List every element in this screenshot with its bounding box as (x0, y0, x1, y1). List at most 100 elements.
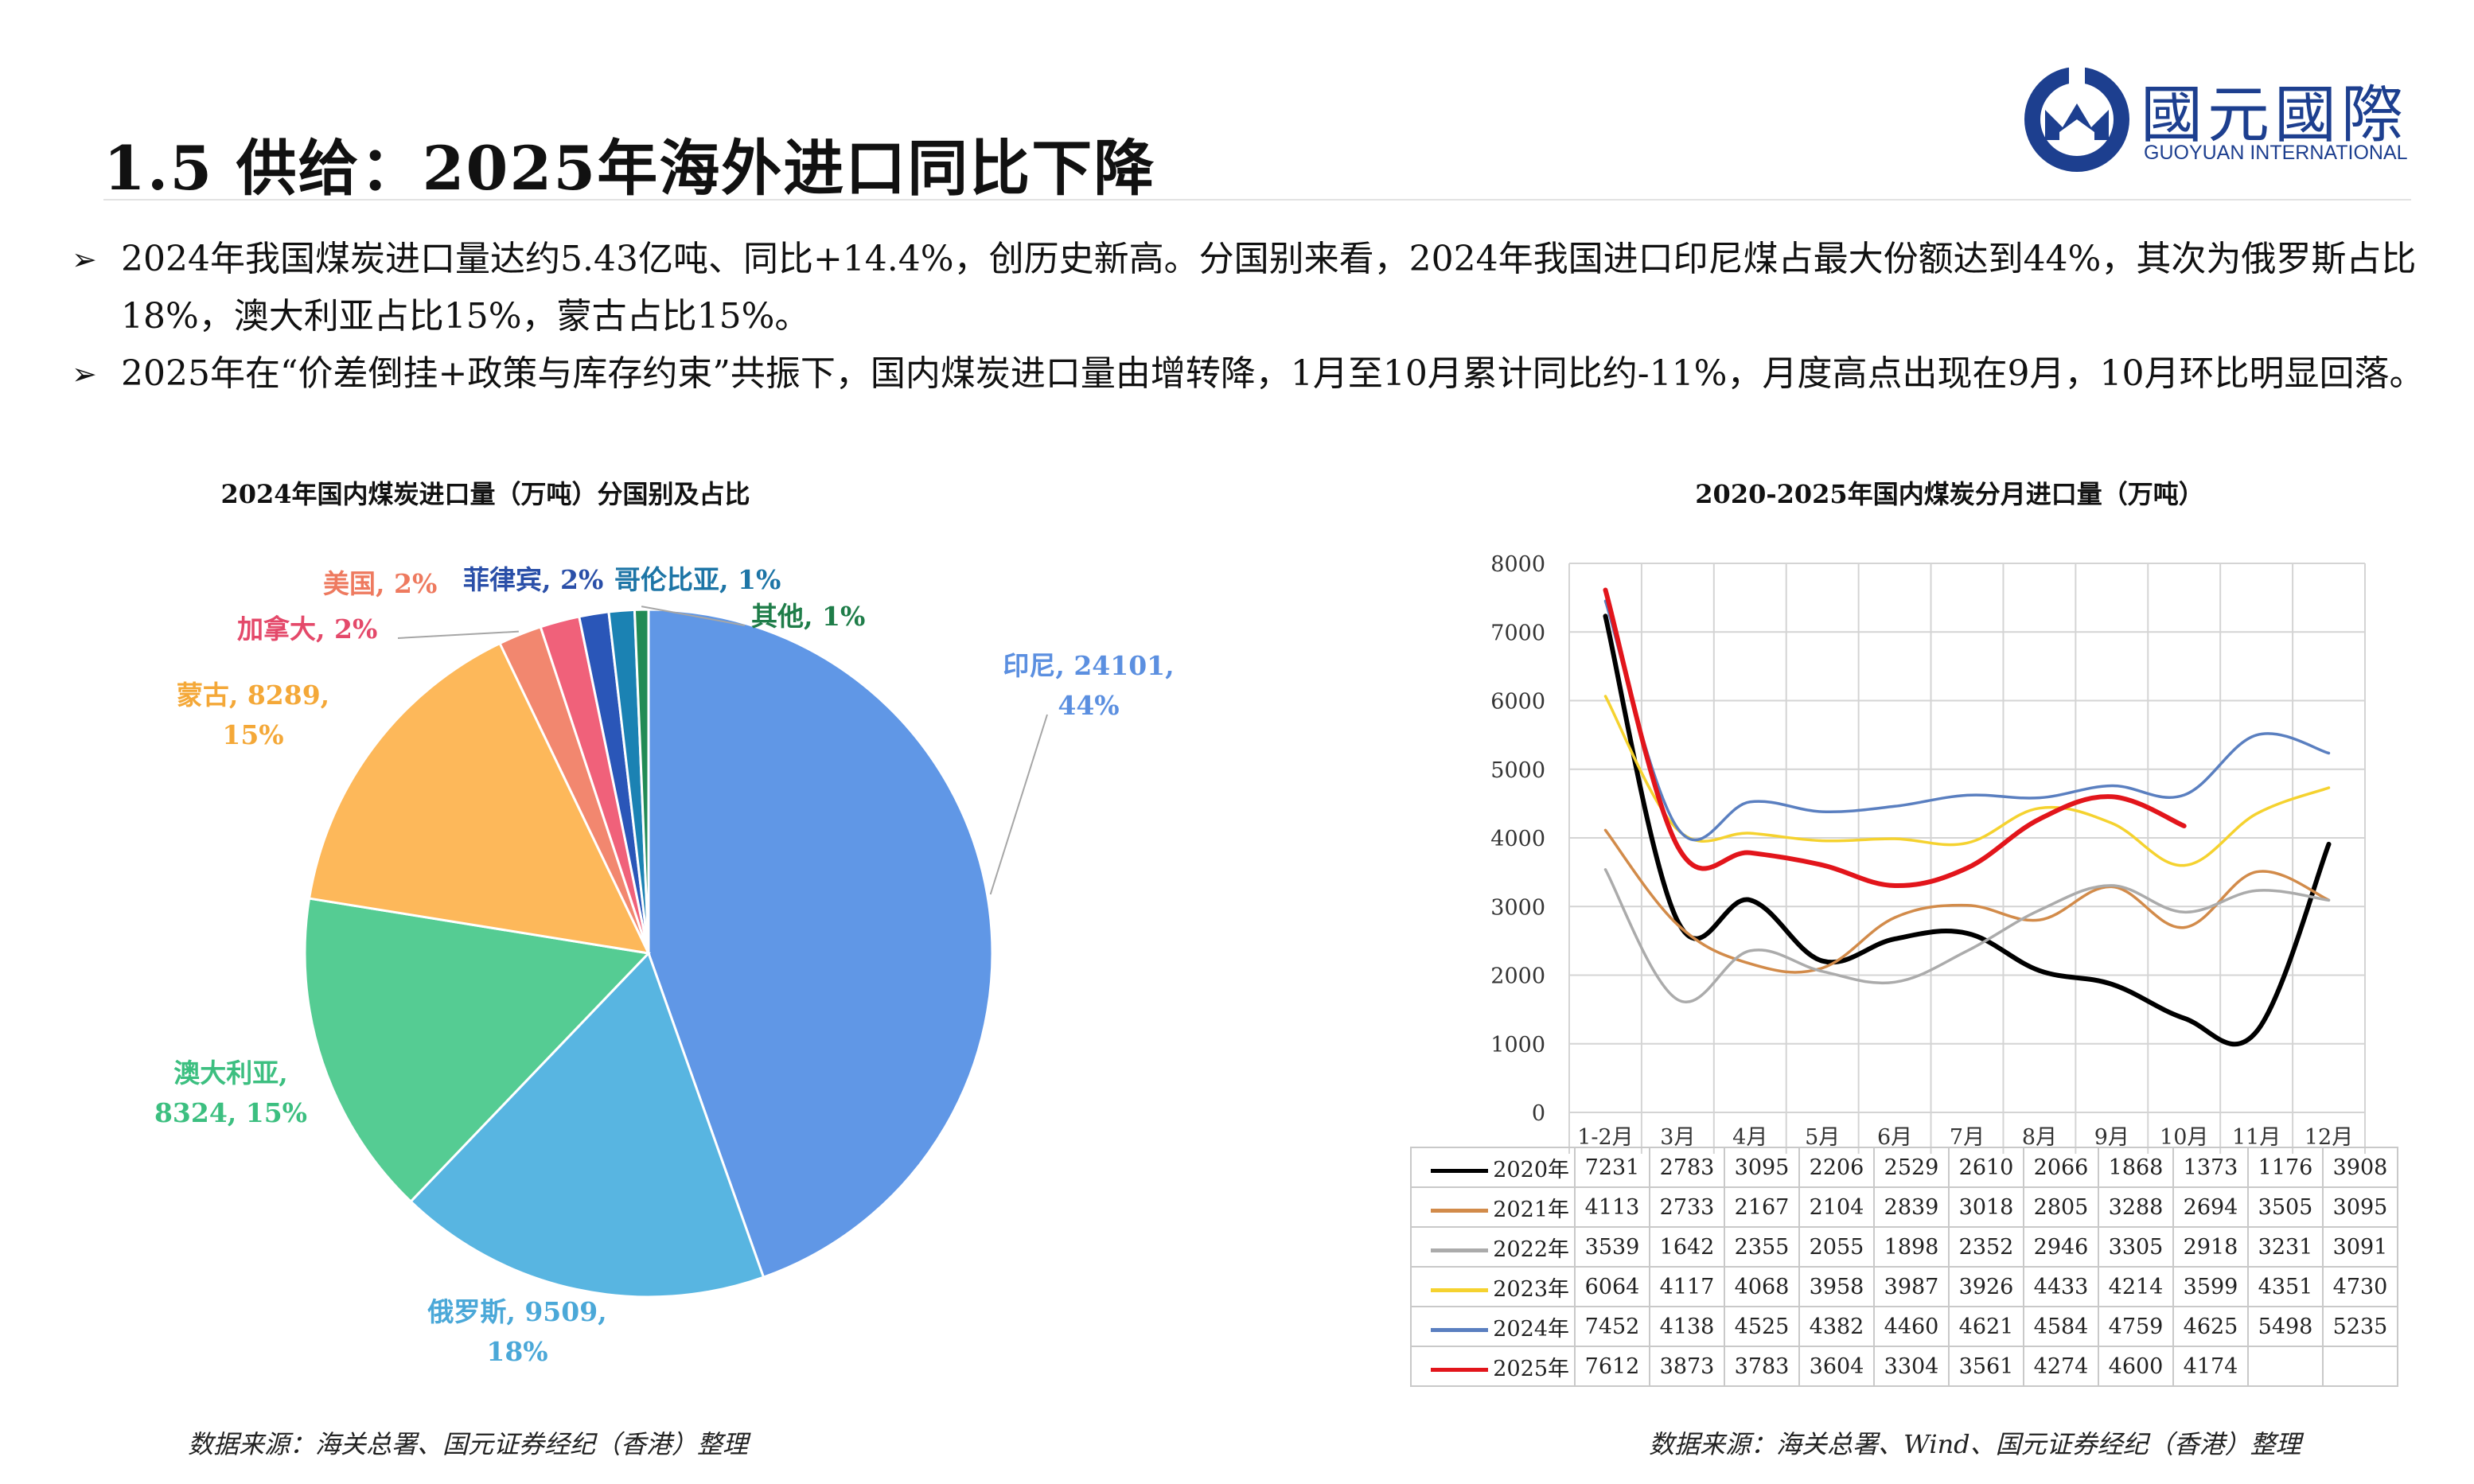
table-cell: 4174 (2172, 1346, 2249, 1387)
legend-swatch (1431, 1327, 1489, 1332)
pie-label-australia: 澳大利亚, 8324, 15% (154, 1057, 307, 1128)
table-cell: 7452 (1574, 1306, 1650, 1347)
legend-swatch (1431, 1248, 1489, 1252)
pie-chart: 印尼, 24101, 44% 俄罗斯, 9509, 18% 澳大利亚, 8324, 15%… (154, 564, 1175, 1367)
bullet-arrow-icon: ➢ (72, 356, 97, 391)
logo-english-text: GUOYUAN INTERNATIONAL (2144, 142, 2408, 164)
table-cell: 4068 (1724, 1266, 1800, 1307)
pie-label-mongolia: 蒙古, 8289, 15% (177, 680, 329, 750)
table-cell: 2352 (1948, 1226, 2024, 1268)
table-cell: 3561 (1948, 1346, 2024, 1387)
x-tick-label: 3月 (1660, 1125, 1695, 1150)
table-cell: 2055 (1798, 1226, 1875, 1268)
line-chart: 0 1000 2000 3000 4000 5000 6000 7000 8000 1-2月 3月 4… (1490, 552, 2366, 1154)
pie-slice-indonesia (647, 608, 994, 1280)
pie-slice-mongolia (307, 641, 651, 955)
x-tick-label: 4月 (1732, 1125, 1767, 1150)
legend-label: 2022年 (1493, 1237, 1569, 1262)
x-tick-label: 6月 (1877, 1125, 1912, 1150)
pie-label-colombia: 哥伦比亚, 1% (614, 564, 781, 595)
pie-leader-line-other (641, 606, 746, 626)
series-line-2024 (1603, 599, 2331, 842)
pie-label-line: 哥伦比亚, 1% (614, 564, 781, 595)
pie-label-line: 澳大利亚, (173, 1057, 288, 1089)
table-cell: 4621 (1948, 1306, 2024, 1347)
table-cell: 2918 (2172, 1226, 2249, 1268)
table-cell: 2206 (1798, 1147, 1875, 1188)
pie-label-philippines: 菲律宾, 2% (463, 564, 603, 595)
table-cell: 1642 (1649, 1226, 1725, 1268)
y-tick-label: 2000 (1490, 964, 1545, 989)
y-tick-label: 1000 (1490, 1033, 1545, 1057)
pie-slice-russia (409, 951, 766, 1299)
pie-leader-line-indonesia (989, 714, 1048, 895)
logo-chinese-text: 國元國際 (2141, 80, 2409, 151)
pie-label-line: 俄罗斯, 9509, (427, 1296, 606, 1327)
legend-swatch (1431, 1367, 1489, 1372)
table-cell: 2839 (1873, 1186, 1950, 1228)
table-cell: 2355 (1724, 1226, 1800, 1268)
table-cell: 4214 (2098, 1266, 2174, 1307)
table-cell: 3539 (1574, 1226, 1650, 1268)
pie-label-line: 菲律宾, 2% (463, 564, 603, 595)
table-cell: 4382 (1798, 1306, 1875, 1347)
table-cell: 4117 (1649, 1266, 1725, 1307)
legend-label: 2023年 (1493, 1276, 1569, 1302)
pie-label-line: 18% (486, 1336, 547, 1367)
bullet-arrow-icon: ➢ (72, 242, 97, 277)
legend-cell: 2022年 (1410, 1226, 1576, 1268)
table-cell: 3926 (1948, 1266, 2024, 1307)
table-row: 2022年 3539 1642 2355 2055 1898 2352 2946 3305 291… (1410, 1226, 2398, 1268)
table-cell: 3304 (1873, 1346, 1950, 1387)
legend-label: 2021年 (1493, 1197, 1569, 1222)
pie-leader-line-canada (397, 630, 519, 639)
pie-label-line: 15% (222, 719, 283, 750)
y-tick-label: 8000 (1490, 552, 1545, 577)
bullet-2-text: 2025年在“价差倒挂+政策与库存约束”共振下，国内煤炭进口量由增转降，1月至1… (121, 353, 2425, 394)
pie-label-other: 其他, 1% (751, 601, 865, 632)
table-cell: 2104 (1798, 1186, 1875, 1228)
x-tick-label: 12月 (2305, 1125, 2353, 1150)
table-cell: 2805 (2023, 1186, 2099, 1228)
series-line-2022 (1603, 868, 2331, 1003)
table-cell: 2783 (1649, 1147, 1725, 1188)
legend-label: 2025年 (1493, 1356, 1569, 1381)
y-tick-label: 0 (1532, 1101, 1545, 1126)
table-cell: 4274 (2023, 1346, 2099, 1387)
table-cell: 3873 (1649, 1346, 1725, 1387)
table-cell: 3783 (1724, 1346, 1800, 1387)
table-cell: 3505 (2247, 1186, 2324, 1228)
table-cell: 3604 (1798, 1346, 1875, 1387)
table-cell: 1373 (2172, 1147, 2249, 1188)
series-line-2021 (1603, 828, 2331, 974)
bullet-2: ➢ 2025年在“价差倒挂+政策与库存约束”共振下，国内煤炭进口量由增转降，1月… (72, 345, 2427, 403)
legend-cell: 2021年 (1410, 1186, 1576, 1228)
table-cell: 4138 (1649, 1306, 1725, 1347)
x-tick-label: 9月 (2094, 1125, 2129, 1150)
table-row: 2020年 7231 2783 3095 2206 2529 2610 2066 1868 137… (1410, 1147, 2398, 1188)
source-note-right: 数据来源：海关总署、Wind、国元证券经纪（香港）整理 (1649, 1429, 2301, 1459)
x-tick-label: 7月 (1950, 1125, 1985, 1150)
series-line-2023 (1603, 695, 2331, 867)
table-cell: 3091 (2322, 1226, 2398, 1268)
series-line-2025 (1603, 587, 2187, 889)
table-cell: 7231 (1574, 1147, 1650, 1188)
table-cell: 3908 (2322, 1147, 2398, 1188)
x-tick-label: 5月 (1805, 1125, 1840, 1150)
table-cell: 4113 (1574, 1186, 1650, 1228)
table-cell (2322, 1346, 2398, 1387)
table-cell: 4460 (1873, 1306, 1950, 1347)
legend-label: 2020年 (1493, 1157, 1569, 1182)
table-cell: 2694 (2172, 1186, 2249, 1228)
pie-slice-other (633, 608, 650, 954)
pie-slice-australia (303, 897, 652, 1204)
table-cell: 2733 (1649, 1186, 1725, 1228)
table-cell: 3288 (2098, 1186, 2174, 1228)
legend-cell: 2023年 (1410, 1266, 1576, 1307)
bullet-1-text: 2024年我国煤炭进口量达约5.43亿吨、同比+14.4%，创历史新高。分国别来… (121, 239, 2417, 337)
table-cell: 3599 (2172, 1266, 2249, 1307)
table-cell: 3305 (2098, 1226, 2174, 1268)
table-cell: 1898 (1873, 1226, 1950, 1268)
table-cell: 2167 (1724, 1186, 1800, 1228)
data-table: 2020年 7231 2783 3095 2206 2529 2610 2066 1868 137… (1410, 1147, 2398, 1387)
